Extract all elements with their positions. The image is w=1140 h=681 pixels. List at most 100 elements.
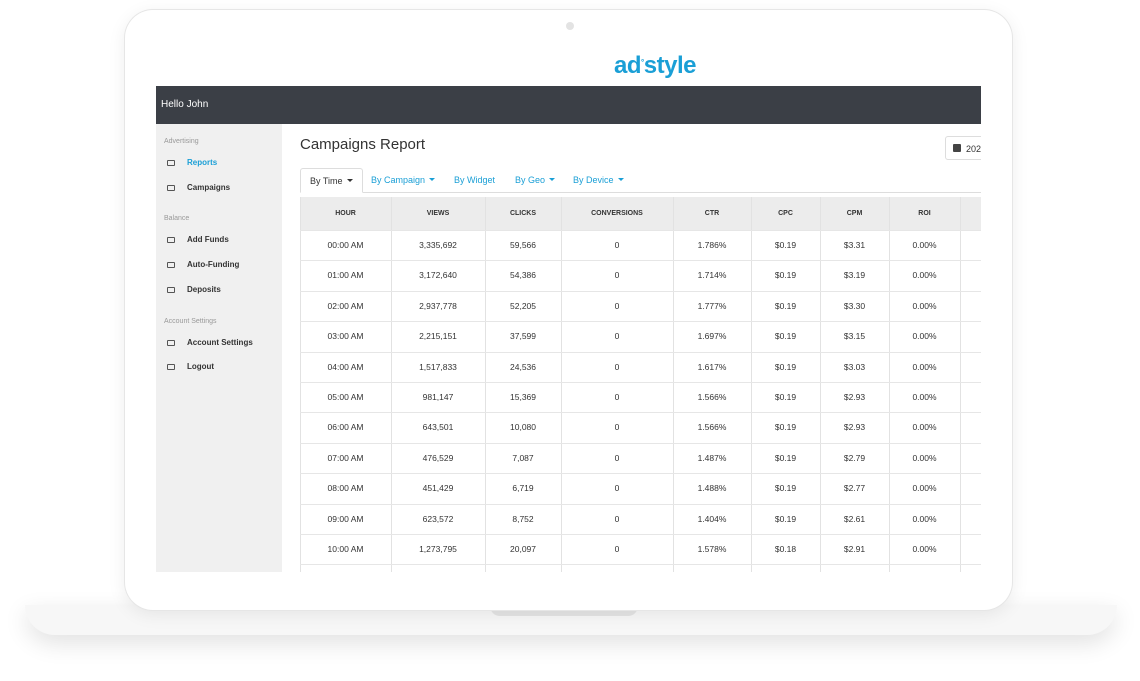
table-cell: 07:00 AM	[327, 452, 364, 463]
table-cell: 24,536	[510, 361, 536, 372]
column-divider	[561, 197, 562, 572]
tab[interactable]: By Geo	[515, 168, 556, 193]
logo-right: style	[643, 52, 697, 79]
table-cell: $3.19	[843, 270, 866, 281]
laptop-notch	[490, 605, 638, 616]
table-cell: $3.31	[843, 240, 866, 250]
camera	[566, 22, 574, 30]
sidebar-item[interactable]: Reports	[187, 158, 218, 167]
table-cell: 0.00%	[912, 392, 937, 402]
column-divider	[960, 197, 961, 572]
table-cell: 0.00%	[912, 270, 937, 281]
sidebar-item[interactable]: Account Settings	[187, 337, 253, 347]
row-divider	[300, 534, 981, 535]
table-cell: 0	[614, 452, 620, 463]
sidebar-section: Advertising	[164, 138, 199, 145]
table-cell: $0.19	[774, 331, 797, 342]
column-header: CPM	[846, 210, 863, 217]
table-cell: 1.487%	[697, 452, 727, 463]
table-cell: 0.00%	[912, 513, 937, 524]
logo-dot: °	[641, 58, 644, 67]
table-cell: 0	[614, 240, 620, 250]
table-cell: 0	[614, 392, 620, 402]
table-cell: 1,517,833	[419, 361, 457, 372]
date-picker[interactable]: 202	[945, 136, 981, 160]
table-cell: 3,172,640	[419, 270, 457, 281]
sidebar-section: Balance	[164, 215, 190, 223]
sidebar-icon	[167, 262, 175, 269]
table-cell: $3.30	[843, 300, 866, 311]
column-divider	[673, 197, 674, 572]
table-cell: 52,205	[510, 300, 536, 311]
sidebar-section: Account Settings	[164, 317, 217, 325]
table-cell: $0.18	[774, 544, 797, 554]
sidebar-item[interactable]: Logout	[187, 362, 215, 372]
table-cell: $0.19	[774, 300, 797, 311]
sidebar: Advertising Reports Campaigns Balance Add Fu…	[156, 124, 282, 572]
table-cell: 0.00%	[912, 422, 937, 433]
table-cell: 00:00 AM	[327, 240, 364, 250]
caret	[549, 178, 556, 184]
table-cell: 06:00 AM	[327, 422, 364, 433]
table-cell: 01:00 AM	[327, 270, 364, 281]
table-cell: 02:00 AM	[327, 300, 364, 311]
table-cell: $2.61	[843, 513, 866, 524]
table-cell: $0.19	[774, 422, 797, 433]
row-divider	[300, 321, 981, 323]
table-cell: 15,369	[510, 392, 536, 402]
table-cell: $2.79	[843, 452, 866, 463]
table-cell: $0.19	[774, 452, 797, 463]
table-cell: 10:00 AM	[327, 544, 364, 554]
table-cell: 0	[614, 331, 620, 342]
sidebar-item[interactable]: Add Funds	[187, 235, 229, 245]
tab[interactable]: By Campaign	[371, 168, 436, 193]
table-cell: 2,215,151	[419, 331, 457, 342]
caret	[346, 179, 353, 185]
table-cell: $0.19	[774, 240, 797, 250]
tab[interactable]: By Widget	[454, 175, 496, 185]
sidebar-item[interactable]: Deposits	[187, 284, 221, 294]
sidebar-icon	[167, 160, 175, 166]
table-cell: 1.404%	[697, 513, 727, 524]
table-cell: $3.15	[843, 331, 866, 342]
logo-left: ad	[614, 52, 642, 79]
sidebar-item[interactable]: Campaigns	[187, 182, 231, 192]
sidebar-item[interactable]: Auto-Funding	[187, 260, 240, 270]
row-divider	[300, 351, 981, 353]
column-divider	[485, 197, 486, 572]
column-divider	[751, 197, 752, 572]
table-cell: 0	[614, 483, 620, 494]
table-cell: 0	[614, 270, 620, 281]
row-divider	[300, 564, 981, 566]
column-divider	[820, 197, 821, 572]
table-cell: 09:00 AM	[327, 513, 364, 524]
table-cell: 3,335,692	[419, 240, 457, 250]
row-divider	[300, 473, 981, 475]
table-cell: 0	[614, 544, 620, 554]
table-cell: 623,572	[422, 513, 454, 524]
tab[interactable]: By Time	[300, 168, 363, 193]
table-cell: 03:00 AM	[327, 331, 364, 342]
column-header: CLICKS	[509, 210, 537, 217]
table-cell: 0.00%	[912, 452, 937, 463]
table-cell: 1.714%	[697, 270, 727, 281]
column-header: CTR	[704, 210, 720, 217]
table-cell: 2,937,778	[419, 300, 457, 311]
table-cell: 0.00%	[912, 361, 937, 372]
caret	[429, 178, 436, 184]
logo: ad°style	[555, 52, 755, 80]
column-header: ROI	[918, 210, 931, 217]
table-cell: 0.00%	[912, 240, 937, 250]
table-cell: 1.488%	[697, 483, 727, 494]
table-cell: $2.91	[843, 544, 866, 554]
row-divider	[300, 442, 981, 444]
table-cell: $0.19	[774, 361, 797, 372]
table-cell: 1.578%	[697, 544, 727, 554]
tab[interactable]: By Device	[573, 168, 624, 193]
table-cell: 643,501	[422, 422, 454, 433]
table-cell: 0	[614, 300, 620, 311]
table-cell: 1.566%	[697, 422, 727, 433]
column-divider	[300, 197, 301, 572]
column-header: CPC	[778, 210, 793, 217]
table-cell: 37,599	[510, 331, 536, 342]
